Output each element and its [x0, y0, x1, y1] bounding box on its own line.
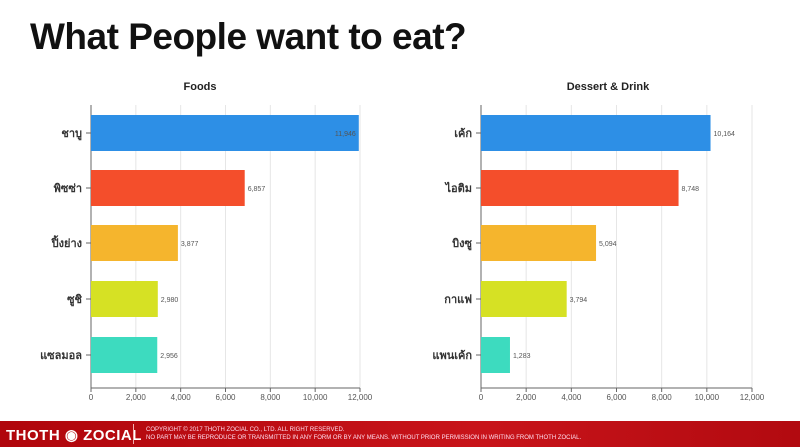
- copyright: COPYRIGHT © 2017 THOTH ZOCIAL CO., LTD. …: [146, 426, 581, 442]
- data-label: 5,094: [599, 241, 617, 248]
- bar: [91, 337, 158, 373]
- chart-title: Foods: [184, 81, 217, 93]
- x-tick-label: 8,000: [260, 393, 281, 402]
- category-label: เค้ก: [454, 127, 472, 140]
- x-tick-label: 10,000: [303, 393, 328, 402]
- bar: [91, 225, 178, 261]
- bar: [91, 115, 359, 151]
- data-label: 8,748: [682, 186, 700, 193]
- category-label: แพนเค้ก: [432, 349, 472, 362]
- x-tick-label: 2,000: [516, 393, 537, 402]
- x-tick-label: 4,000: [171, 393, 192, 402]
- page-title: What People want to eat?: [30, 16, 467, 57]
- category-label: แซลมอล: [40, 350, 82, 362]
- x-tick-label: 0: [479, 393, 484, 402]
- bar: [481, 225, 597, 261]
- bar: [481, 337, 510, 373]
- category-label: กาแฟ: [444, 293, 472, 306]
- x-tick-label: 6,000: [606, 393, 627, 402]
- data-label: 1,283: [513, 353, 531, 360]
- data-label: 3,794: [570, 297, 588, 304]
- data-label: 2,956: [160, 353, 178, 360]
- chart-title: Dessert & Drink: [567, 81, 650, 93]
- category-label: บิงซู: [452, 237, 472, 251]
- category-label: ชาบู: [61, 128, 82, 141]
- bar: [91, 170, 245, 206]
- x-tick-label: 4,000: [561, 393, 582, 402]
- bar: [91, 281, 158, 317]
- data-label: 2,980: [161, 297, 179, 304]
- copyright-line-2: NO PART MAY BE REPRODUCE OR TRANSMITTED …: [146, 435, 582, 441]
- x-tick-label: 10,000: [695, 393, 720, 402]
- x-tick-label: 0: [89, 393, 94, 402]
- data-label: 10,164: [714, 131, 736, 138]
- footer: THOTH ◉ ZOCIAL COPYRIGHT © 2017 THOTH ZO…: [0, 421, 800, 447]
- x-tick-label: 12,000: [740, 393, 765, 402]
- category-label: ปิ้งย่าง: [51, 235, 82, 250]
- divider: [133, 424, 134, 444]
- charts: Foods 0 2,000 4,000 6,000 8,000 10,000 12,000 ชา…: [40, 81, 765, 402]
- x-tick-label: 2,000: [126, 393, 147, 402]
- category-label: พิซซ่า: [54, 182, 82, 195]
- copyright-line-1: COPYRIGHT © 2017 THOTH ZOCIAL CO., LTD. …: [146, 427, 345, 433]
- data-label: 11,946: [335, 131, 356, 138]
- brand-logo: THOTH ◉ ZOCIAL: [6, 427, 142, 444]
- x-tick-label: 12,000: [348, 393, 373, 402]
- data-label: 6,857: [248, 186, 266, 193]
- bar: [481, 115, 711, 151]
- data-label: 3,877: [181, 241, 199, 248]
- bar: [481, 281, 567, 317]
- x-tick-label: 8,000: [652, 393, 673, 402]
- bar: [481, 170, 679, 206]
- x-tick-label: 6,000: [215, 393, 236, 402]
- category-label: ซูชิ: [67, 293, 82, 307]
- category-label: ไอติม: [443, 181, 472, 195]
